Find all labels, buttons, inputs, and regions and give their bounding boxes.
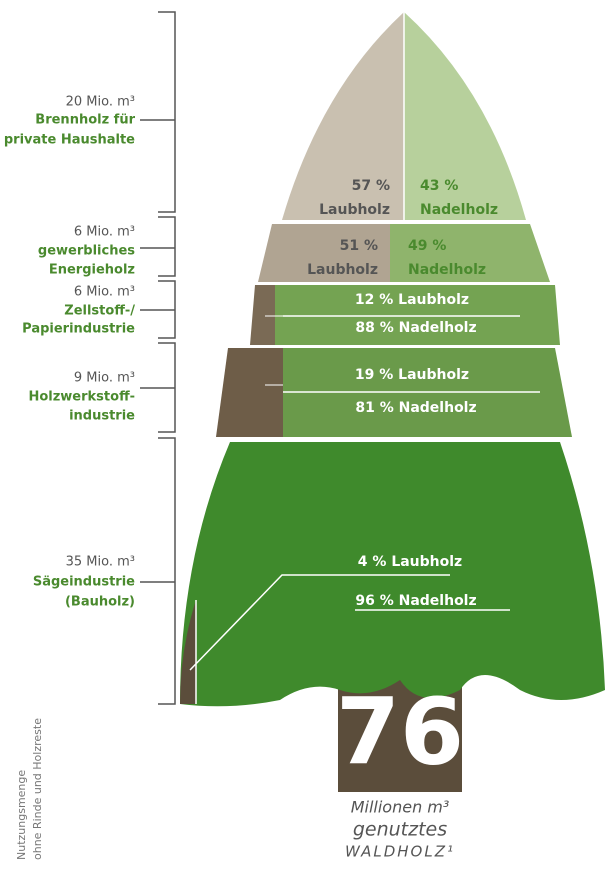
segment-label: Holzwerkstoff- [28,390,135,405]
total-number: 76 [336,678,464,785]
segment-label: industrie [69,409,135,424]
nadel-share: 43 % [420,178,458,194]
amount: 6 Mio. m³ [74,285,135,300]
laub-share: Laubholz [319,202,390,218]
nadel-share: 81 % Nadelholz [355,400,476,416]
nadel-share: 88 % Nadelholz [355,320,476,336]
tree [180,12,605,792]
amount: 20 Mio. m³ [66,95,135,110]
laub-share: 19 % Laubholz [355,367,469,383]
note: ohne Rinde und Holzreste [31,718,44,860]
segment-label: (Bauholz) [65,595,135,610]
total-line: Millionen m³ [351,798,450,817]
total-line: WALDHOLZ¹ [345,843,455,861]
laub-share: 57 % [352,178,390,194]
amount: 6 Mio. m³ [74,225,135,240]
brackets [140,11,176,705]
amount: 35 Mio. m³ [66,555,135,570]
nadel-share: 96 % Nadelholz [355,593,476,609]
laub-share: 12 % Laubholz [355,292,469,308]
laub-share: 4 % Laubholz [358,554,462,570]
nadel-share: 49 % [408,238,446,254]
segment-label: gewerbliches [38,244,135,259]
laub-share: Laubholz [307,262,378,278]
segment-label: Papierindustrie [22,322,135,337]
nadel-share: Nadelholz [420,202,498,218]
total-line: genutztes [353,819,447,841]
segment-label: private Haushalte [4,133,135,148]
segment-label: Sägeindustrie [33,575,135,590]
note: Nutzungsmenge [15,770,28,860]
nadel-share: Nadelholz [408,262,486,278]
amount: 9 Mio. m³ [74,371,135,386]
segment-label: Energieholz [49,263,135,278]
labels: 20 Mio. m³ Brennholz für private Haushalte… [4,95,498,610]
segment-label: Zellstoff-/ [64,304,135,319]
segment-label: Brennholz für [35,113,135,128]
laub-share: 51 % [340,238,378,254]
